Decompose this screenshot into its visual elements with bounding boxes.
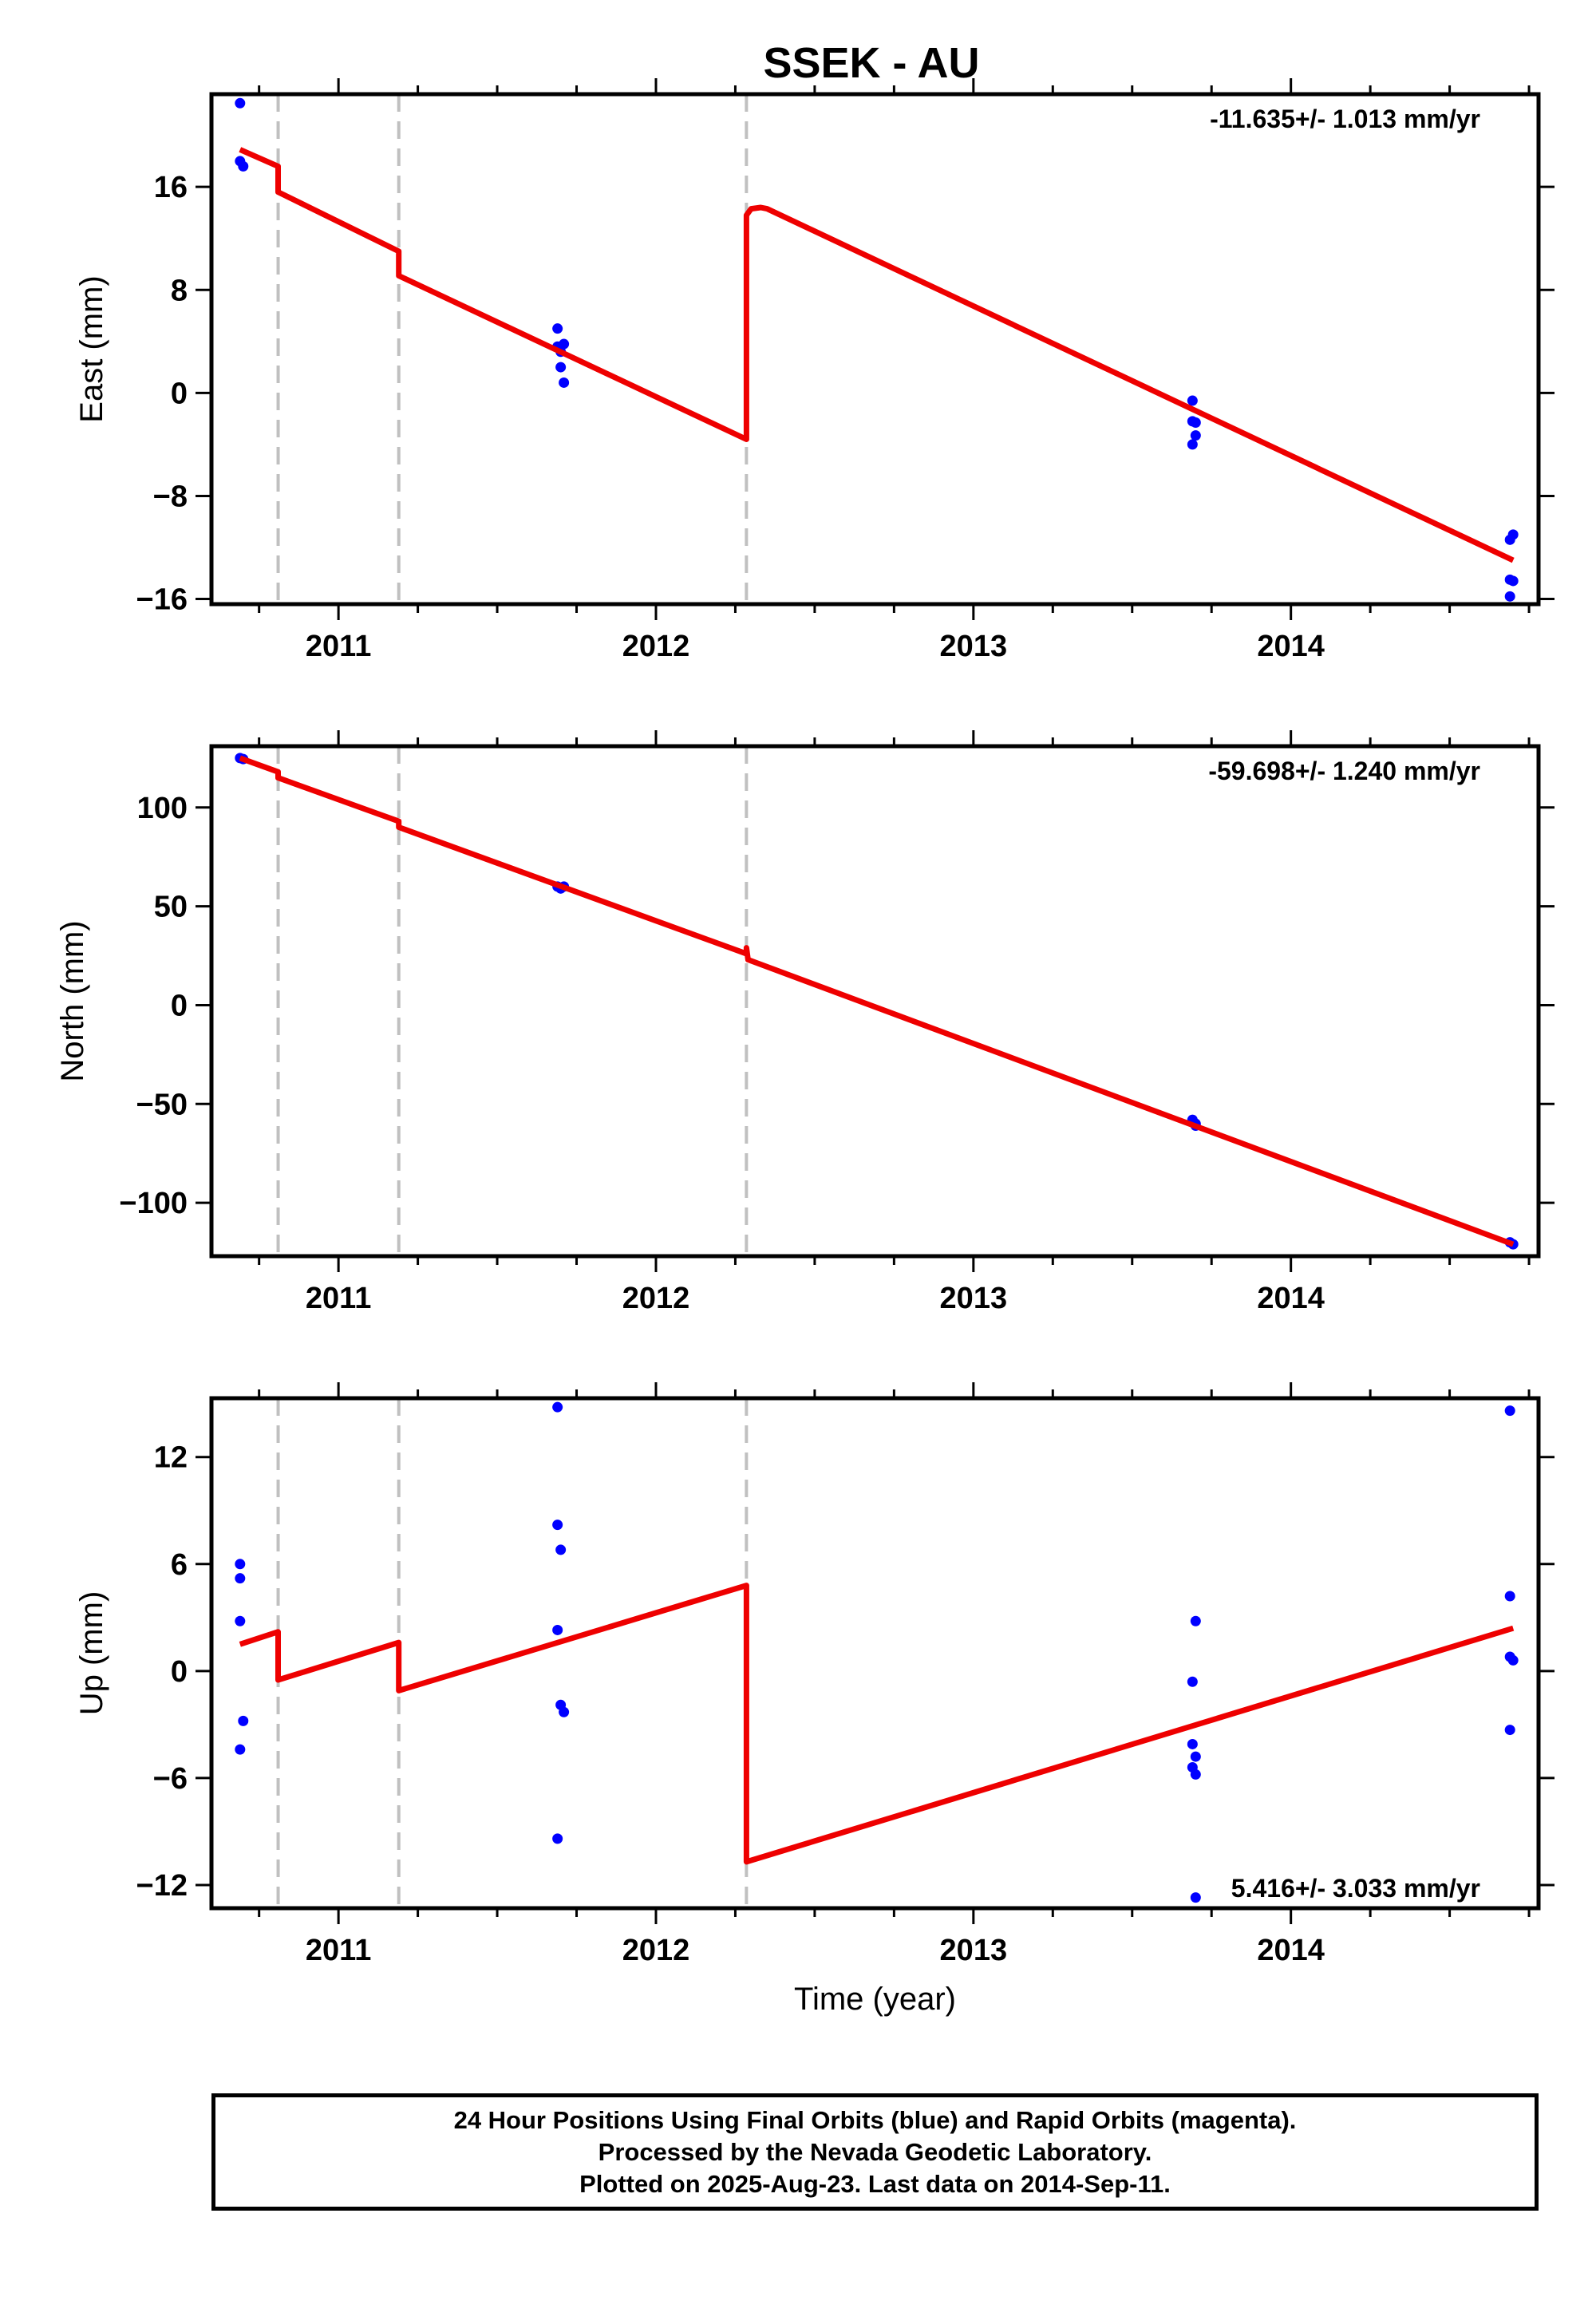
east-points [235, 97, 1519, 602]
north-x-tick-label: 2014 [1257, 1282, 1325, 1315]
up-data-point [235, 1573, 246, 1584]
east-x-tick-label: 2012 [622, 630, 690, 663]
up-data-point [552, 1833, 563, 1844]
chart-title: SSEK - AU [763, 39, 979, 87]
up-data-point [1504, 1591, 1515, 1602]
north-y-tick-label: 50 [154, 891, 188, 924]
up-rate-label: 5.416+/- 3.033 mm/yr [1231, 1874, 1480, 1903]
east-x-tick-label: 2013 [940, 630, 1008, 663]
up-data-point [238, 1715, 249, 1726]
up-data-point [559, 1706, 570, 1717]
north-x-tick-label: 2011 [306, 1282, 371, 1315]
up-data-point [552, 1520, 563, 1531]
up-panel: 2011 2012 2013 2014 12 6 0 −6 −12 5.416+/- 3.033 … [74, 1382, 1555, 2017]
up-data-point [1190, 1892, 1201, 1903]
up-frame [209, 1396, 1541, 1911]
north-y-axis-label: North (mm) [55, 920, 90, 1081]
up-data-point [1507, 1654, 1519, 1666]
east-y-tick-label: 8 [171, 274, 188, 307]
up-y-tick-label: −12 [136, 1869, 188, 1903]
north-panel: 2011 2012 2013 2014 100 50 0 −50 −100 -59.698+/- … [55, 730, 1555, 1315]
east-data-point [559, 377, 570, 388]
east-data-point [1190, 430, 1201, 441]
north-x-tick-label: 2013 [940, 1282, 1008, 1315]
up-y-tick-label: 0 [171, 1655, 188, 1689]
east-x-tick-label: 2011 [306, 630, 371, 663]
up-data-point [552, 1401, 563, 1413]
up-x-axis-label: Time (year) [794, 1982, 956, 2017]
up-data-point [1190, 1769, 1201, 1780]
up-data-point [552, 1624, 563, 1635]
east-y-tick-label: −16 [136, 583, 188, 617]
north-y-tick-label: 0 [171, 989, 188, 1022]
up-data-point [235, 1744, 246, 1755]
east-data-point [235, 97, 246, 109]
east-data-point [1190, 417, 1201, 428]
up-x-tick-label: 2013 [940, 1934, 1008, 1967]
east-frame [209, 92, 1541, 607]
up-points [235, 1401, 1519, 1903]
up-data-point [235, 1615, 246, 1626]
up-y-tick-label: −6 [153, 1762, 188, 1796]
up-data-point [1504, 1405, 1515, 1417]
east-data-point [1187, 439, 1198, 450]
east-y-tick-label: 16 [154, 171, 188, 204]
east-data-point [1187, 395, 1198, 406]
footer-line-1: 24 Hour Positions Using Final Orbits (bl… [453, 2105, 1297, 2134]
up-x-tick-label: 2012 [622, 1934, 690, 1967]
up-x-tick-label: 2014 [1257, 1934, 1325, 1967]
east-data-point [559, 338, 570, 350]
up-x-tick-label: 2011 [306, 1934, 371, 1967]
up-data-point [235, 1559, 246, 1570]
north-frame [209, 744, 1541, 1259]
up-y-tick-label: 12 [154, 1441, 188, 1475]
up-data-point [1190, 1751, 1201, 1762]
up-data-point [1187, 1676, 1198, 1687]
up-data-point [555, 1544, 567, 1555]
footer-line-3: Plotted on 2025-Aug-23. Last data on 201… [579, 2169, 1171, 2198]
footer-line-2: Processed by the Nevada Geodetic Laborat… [598, 2137, 1152, 2166]
footer-info-box: 24 Hour Positions Using Final Orbits (bl… [211, 2093, 1539, 2211]
up-y-axis-label: Up (mm) [74, 1591, 109, 1716]
up-data-point [1504, 1725, 1515, 1736]
north-rate-label: -59.698+/- 1.240 mm/yr [1208, 757, 1480, 785]
up-data-point [1187, 1738, 1198, 1749]
east-data-point [1507, 575, 1519, 587]
east-model-line [239, 147, 1515, 563]
east-data-point [552, 323, 563, 334]
up-data-point [1190, 1615, 1201, 1626]
up-y-tick-label: 6 [171, 1548, 188, 1582]
east-data-point [1507, 529, 1519, 540]
east-y-tick-label: 0 [171, 377, 188, 410]
north-y-tick-label: −100 [119, 1187, 188, 1220]
north-y-tick-label: −50 [136, 1088, 188, 1121]
east-data-point [555, 362, 567, 373]
north-model-line [239, 755, 1515, 1247]
east-y-axis-label: East (mm) [74, 275, 109, 422]
north-y-tick-label: 100 [137, 792, 188, 825]
north-x-tick-label: 2012 [622, 1282, 690, 1315]
east-data-point [1504, 591, 1515, 602]
east-data-point [238, 160, 249, 172]
east-x-tick-label: 2014 [1257, 630, 1325, 663]
east-rate-label: -11.635+/- 1.013 mm/yr [1210, 105, 1480, 133]
up-model-line [239, 1583, 1515, 1865]
east-y-tick-label: −8 [153, 480, 188, 513]
east-panel: 2011 2012 2013 2014 16 8 0 −8 −16 -11.635+/- 1.01… [74, 78, 1555, 663]
